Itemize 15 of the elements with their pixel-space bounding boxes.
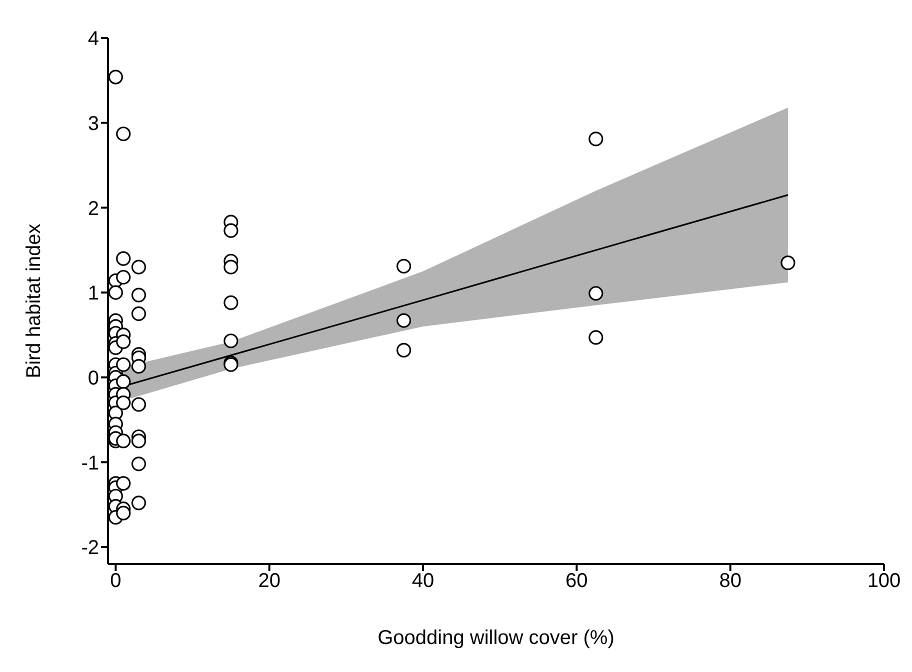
x-tick-label: 20 (258, 570, 280, 592)
y-tick-label: -1 (81, 452, 99, 474)
y-tick-label: 1 (88, 282, 99, 305)
x-axis-title: Goodding willow cover (%) (378, 627, 614, 649)
x-tick-label: 0 (110, 570, 122, 592)
y-tick-label: 2 (88, 198, 99, 220)
x-tick-label: 100 (867, 570, 901, 592)
x-tick-label: 60 (566, 570, 588, 592)
x-tick-label: 80 (719, 570, 742, 592)
y-tick-label: 0 (88, 367, 99, 390)
y-tick-label: 3 (88, 112, 99, 135)
x-tick-label: 40 (412, 570, 434, 592)
y-axis-title: Bird habitat index (23, 224, 46, 378)
y-tick-label: -2 (81, 537, 99, 560)
y-tick-label: 4 (88, 28, 99, 50)
